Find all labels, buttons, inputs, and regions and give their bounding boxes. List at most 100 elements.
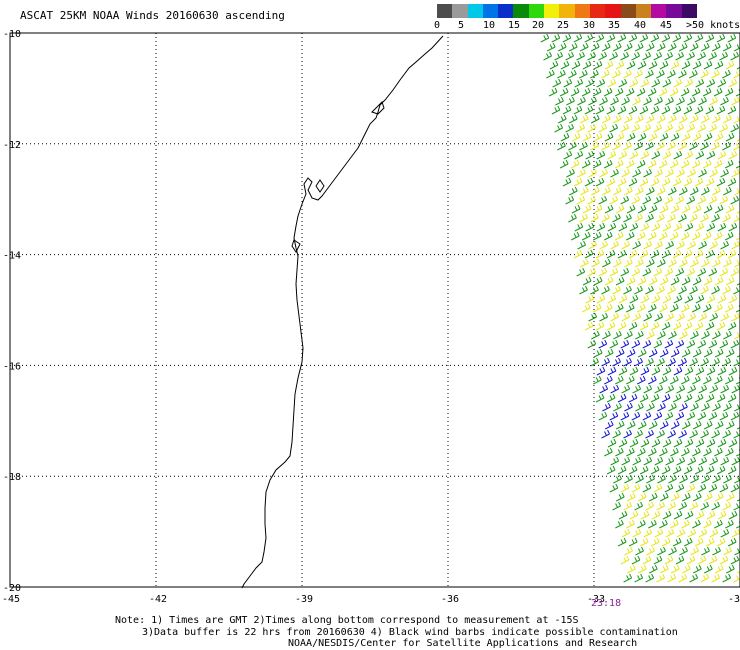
wind-barb	[632, 96, 641, 106]
wind-barb	[568, 69, 577, 79]
wind-barb	[639, 465, 649, 475]
wind-barb	[731, 312, 740, 322]
wind-barb	[719, 483, 729, 493]
wind-barb	[662, 294, 672, 304]
wind-barb	[654, 312, 664, 322]
wind-barb	[566, 168, 575, 178]
wind-barb	[587, 195, 597, 205]
wind-barb	[581, 303, 591, 313]
wind-barb	[609, 123, 619, 133]
wind-barb	[577, 168, 586, 178]
wind-barb	[574, 78, 584, 88]
wind-barb	[592, 303, 602, 313]
wind-barb	[703, 204, 713, 214]
wind-barb	[734, 475, 740, 484]
colorbar-labels: 0 5 10 15 20 25 30 35 40 45 >50 knots	[430, 20, 740, 32]
wind-barb	[626, 132, 636, 142]
wind-barb	[554, 51, 563, 61]
wind-barb	[631, 555, 641, 565]
wind-barb	[692, 519, 701, 529]
wind-barb	[620, 555, 630, 565]
wind-barb	[593, 60, 603, 70]
wind-barb	[705, 249, 715, 259]
wind-barb	[690, 402, 699, 412]
wind-barb	[579, 285, 588, 295]
wind-barb	[705, 33, 715, 43]
wind-barb	[711, 42, 721, 52]
wind-barb	[631, 483, 641, 493]
wind-barb	[656, 285, 665, 295]
wind-barb	[566, 96, 575, 106]
wind-barb	[689, 42, 699, 52]
wind-barb	[722, 357, 731, 367]
wind-barb	[689, 429, 698, 439]
wind-barb	[668, 402, 677, 412]
wind-barb	[659, 60, 669, 70]
wind-barb	[562, 105, 572, 115]
wind-barb	[573, 33, 583, 43]
wind-barb	[736, 62, 740, 70]
wind-barb	[613, 402, 622, 412]
wind-barb	[657, 330, 666, 340]
wind-barb	[617, 393, 627, 403]
wind-barb	[614, 303, 624, 313]
wind-barb	[588, 312, 598, 322]
wind-barb	[681, 519, 690, 529]
wind-barb	[704, 564, 713, 574]
wind-barb	[546, 69, 555, 79]
wind-barb	[623, 429, 632, 439]
wind-barb	[672, 393, 682, 403]
colorbar-swatch	[498, 4, 514, 18]
wind-barb	[734, 259, 740, 268]
wind-barb	[720, 456, 730, 466]
wind-barb	[665, 312, 675, 322]
wind-barb	[736, 278, 740, 286]
wind-barb	[668, 546, 677, 556]
wind-barb	[637, 420, 647, 430]
wind-barb	[651, 294, 661, 304]
wind-barb	[681, 204, 691, 214]
wind-barb	[662, 222, 672, 232]
wind-barb	[596, 78, 606, 88]
wind-barb	[709, 528, 719, 538]
wind-barb	[559, 87, 569, 97]
wind-barb	[709, 168, 718, 178]
wind-barb	[629, 78, 639, 88]
wind-barb	[731, 168, 740, 178]
wind-barb	[736, 521, 740, 529]
wind-barb	[658, 303, 668, 313]
wind-barb	[584, 321, 594, 331]
wind-barb	[670, 447, 679, 457]
wind-barb	[628, 33, 638, 43]
wind-barb	[722, 285, 731, 295]
wind-barb	[714, 519, 723, 529]
wind-barb	[662, 438, 672, 448]
wind-barb	[623, 357, 632, 367]
wind-barb	[727, 177, 737, 187]
wind-barb	[716, 465, 726, 475]
lat-tick-label: -20	[3, 583, 21, 594]
wind-barb	[624, 402, 633, 412]
wind-barb	[634, 573, 644, 583]
wind-barb	[695, 510, 705, 520]
wind-barb	[631, 267, 641, 277]
wind-barb	[735, 233, 740, 241]
wind-barb	[598, 411, 608, 421]
wind-barb	[687, 168, 696, 178]
wind-barb	[584, 249, 594, 259]
wind-barb	[659, 375, 668, 385]
wind-barb	[593, 375, 602, 385]
wind-barb	[733, 429, 740, 439]
wind-barb	[614, 231, 624, 241]
wind-barb	[612, 213, 621, 223]
wind-barb	[653, 51, 662, 61]
wind-barb	[712, 402, 721, 412]
wind-barb	[667, 285, 676, 295]
wind-barb	[692, 204, 702, 214]
wind-barb	[720, 240, 729, 250]
wind-barb	[635, 474, 644, 484]
wind-barb	[563, 78, 573, 88]
wind-barb	[694, 321, 704, 331]
wind-barb	[610, 312, 620, 322]
wind-barb	[708, 483, 718, 493]
